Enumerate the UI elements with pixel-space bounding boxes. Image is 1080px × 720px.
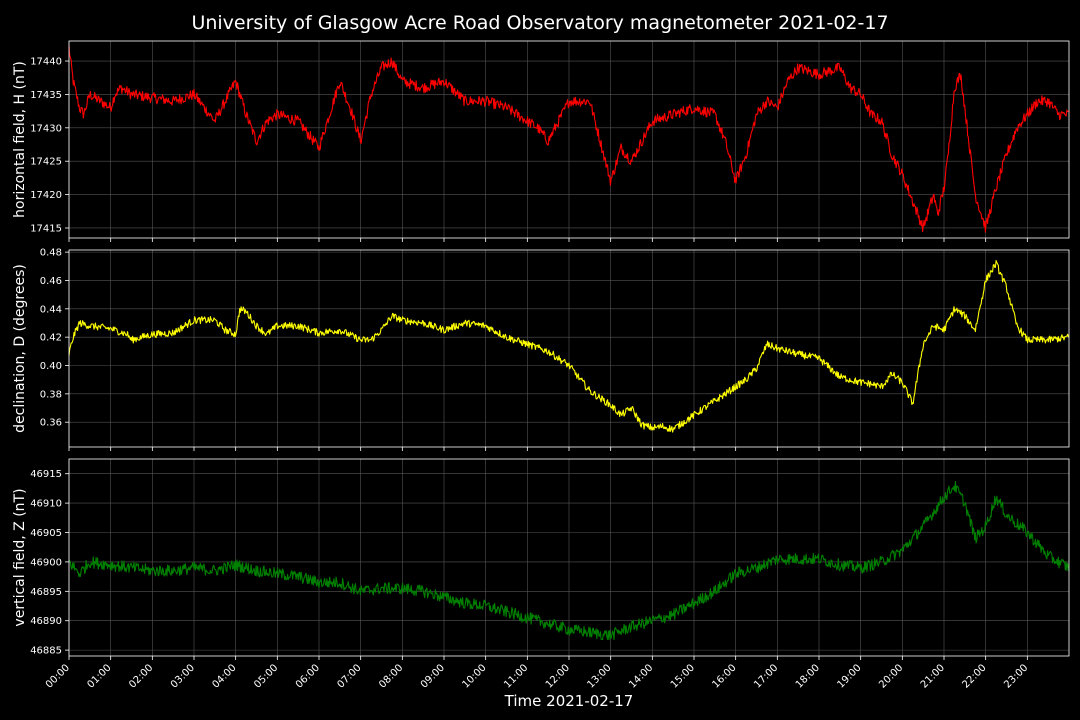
yticks-vertical-field: 46885 46890 46895 46900 46905 46910 46915 (30, 469, 69, 657)
ylabel-declination: declination, D (degrees) (12, 264, 28, 433)
y-tick-label: 17435 (30, 90, 62, 101)
x-axis-label: Time 2021-02-17 (504, 692, 634, 710)
axes-frame-declination (68, 249, 1070, 448)
axes-frame-horizontal-field (68, 40, 1070, 239)
y-tick-label: 0.42 (40, 333, 62, 344)
series-vertical-field (68, 481, 1070, 641)
y-tick-label: 46905 (30, 528, 62, 539)
y-tick-label: 46900 (30, 557, 62, 568)
y-tick-label: 0.40 (40, 361, 62, 372)
y-tick-label: 0.44 (40, 304, 62, 315)
axes-frame-vertical-field (68, 458, 1070, 657)
panel-horizontal-field: 17415 17420 17425 17430 17435 17440 horizonta… (12, 40, 1070, 242)
y-tick-label: 0.46 (40, 276, 62, 287)
ylabel-vertical-field: vertical field, Z (nT) (12, 488, 28, 626)
data-line-horizontal-field (68, 45, 1070, 233)
xticks-declination (68, 447, 1028, 451)
series-declination (68, 260, 1070, 433)
y-tick-label: 46895 (30, 587, 62, 598)
data-line-vertical-field (68, 481, 1070, 641)
chart-title: University of Glasgow Acre Road Observat… (191, 12, 888, 34)
series-horizontal-field (68, 45, 1070, 233)
panel-declination: 0.36 0.38 0.40 0.42 0.44 0.46 0.48 declination… (12, 248, 1070, 451)
y-tick-label: 46915 (30, 469, 62, 480)
y-tick-label: 0.36 (40, 418, 62, 429)
y-tick-label: 17430 (30, 123, 62, 134)
y-tick-label: 17420 (30, 190, 62, 201)
y-tick-label: 17425 (30, 157, 62, 168)
xticks-vertical-field (68, 656, 1028, 660)
yticks-horizontal-field: 17415 17420 17425 17430 17435 17440 (30, 57, 69, 234)
y-tick-label: 17415 (30, 223, 62, 234)
grid-horizontal-field (68, 41, 1069, 238)
xticks-horizontal-field (68, 238, 1028, 242)
y-tick-label: 46910 (30, 499, 62, 510)
yticks-declination: 0.36 0.38 0.40 0.42 0.44 0.46 0.48 (40, 248, 69, 429)
y-tick-label: 46890 (30, 616, 62, 627)
data-line-declination (68, 260, 1070, 433)
y-tick-label: 0.38 (40, 389, 62, 400)
y-tick-label: 17440 (30, 57, 62, 68)
ylabel-horizontal-field: horizontal field, H (nT) (12, 61, 28, 218)
y-tick-label: 0.48 (40, 248, 62, 259)
y-tick-label: 46885 (30, 646, 62, 657)
panel-vertical-field: 46885 46890 46895 46900 46905 46910 46915 vert… (12, 458, 1070, 660)
